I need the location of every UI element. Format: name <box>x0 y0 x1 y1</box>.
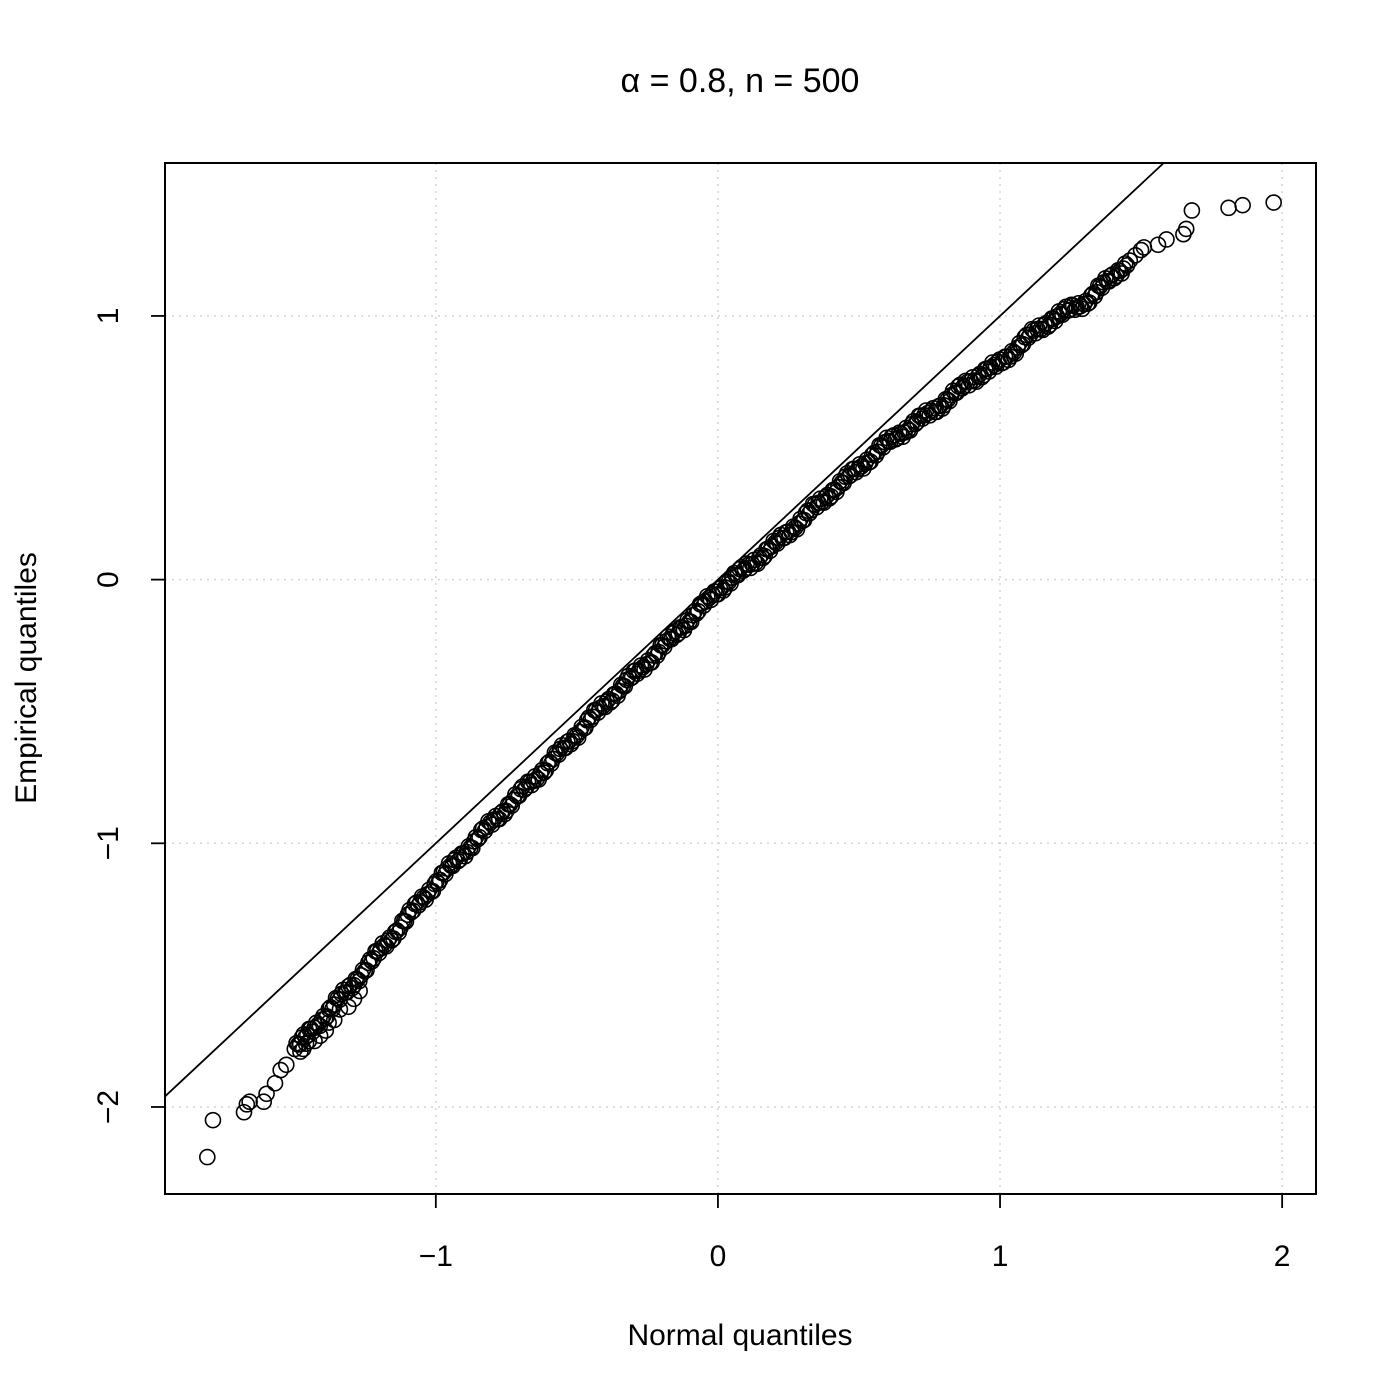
x-tick-label: 1 <box>992 1240 1009 1273</box>
data-point <box>1149 236 1167 254</box>
x-axis-title: Normal quantiles <box>627 1319 852 1352</box>
data-point <box>806 496 824 514</box>
data-point <box>199 1148 216 1166</box>
data-point <box>300 1032 318 1050</box>
plot-frame <box>164 162 1317 1195</box>
data-point <box>297 1035 315 1053</box>
data-point <box>351 982 368 1000</box>
data-point <box>917 402 935 419</box>
data-point <box>306 1032 323 1050</box>
y-axis-title: Empirical quantiles <box>10 552 43 804</box>
data-point <box>1132 241 1150 259</box>
data-point <box>1118 257 1136 274</box>
grid-lines <box>165 163 1316 1194</box>
data-point <box>1183 202 1201 219</box>
y-axis: −2 −1 0 1 <box>92 308 166 1124</box>
data-point <box>238 1096 256 1113</box>
data-point <box>241 1093 258 1111</box>
y-tick-label: 0 <box>92 571 125 588</box>
data-point <box>1030 317 1048 334</box>
data-point <box>985 356 1003 374</box>
data-point <box>255 1093 273 1111</box>
data-point <box>317 1022 335 1039</box>
x-tick-label: 2 <box>1274 1240 1291 1273</box>
x-tick-label: −1 <box>419 1240 453 1273</box>
data-point <box>204 1111 222 1129</box>
data-point <box>1072 297 1089 315</box>
data-point <box>1234 196 1251 214</box>
data-point <box>258 1085 275 1103</box>
data-point <box>1158 231 1175 248</box>
data-point <box>272 1061 289 1079</box>
data-point <box>278 1056 295 1074</box>
data-point <box>1177 220 1195 238</box>
data-point <box>1032 320 1050 338</box>
data-point <box>1265 194 1282 211</box>
x-axis: −1 0 1 2 <box>419 1193 1291 1273</box>
data-point <box>331 1001 349 1018</box>
y-tick-label: 1 <box>92 308 125 325</box>
data-point <box>1220 199 1237 217</box>
y-tick-label: −2 <box>92 1090 125 1124</box>
data-point <box>358 961 375 979</box>
x-tick-label: 0 <box>710 1240 727 1273</box>
data-point <box>235 1103 253 1121</box>
data-point <box>1121 252 1139 269</box>
y-tick-label: −1 <box>92 826 125 860</box>
data-point <box>311 1027 329 1045</box>
chart-title: α = 0.8, n = 500 <box>621 62 860 100</box>
data-point <box>1116 255 1134 272</box>
data-point <box>325 1011 343 1029</box>
data-point <box>1135 239 1153 256</box>
data-points <box>199 194 1282 1166</box>
